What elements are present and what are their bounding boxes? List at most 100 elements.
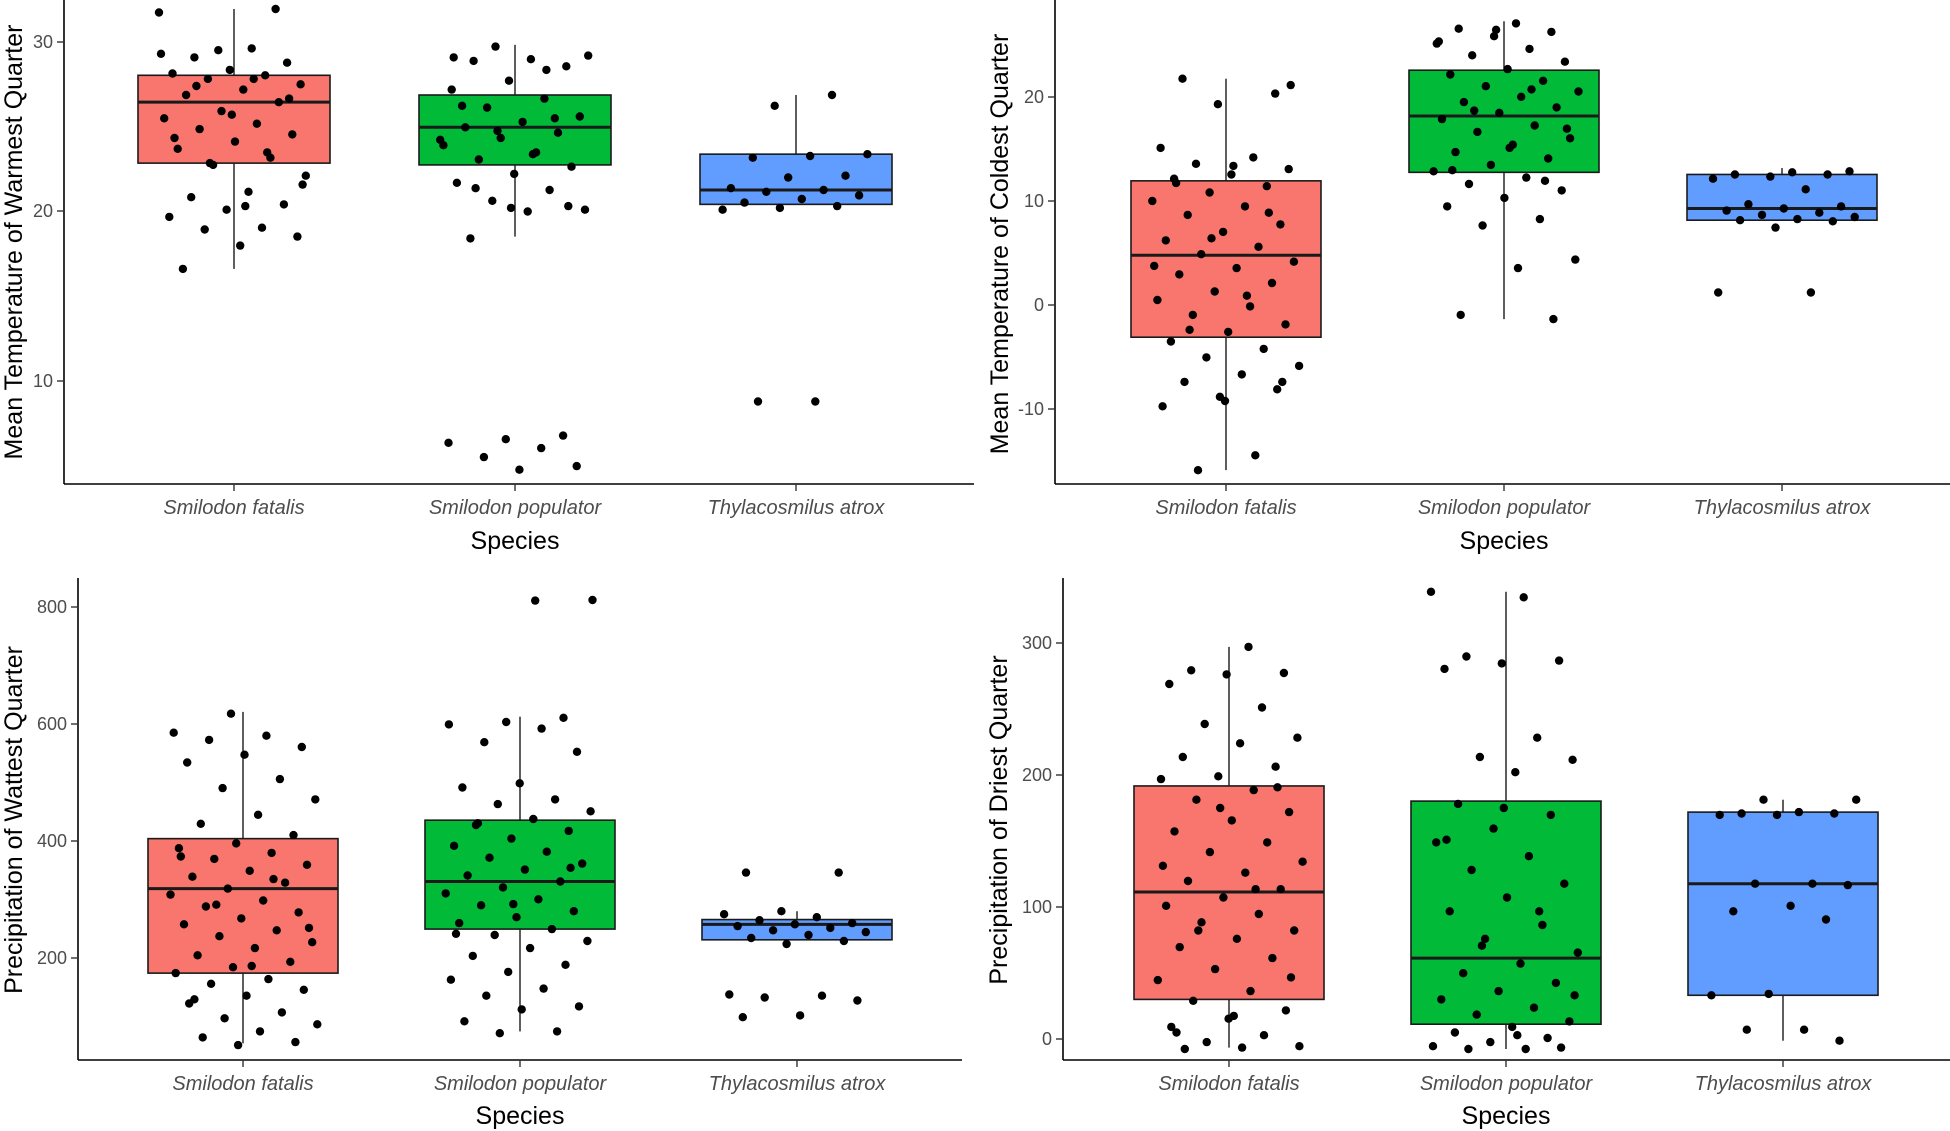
data-point [537,443,546,453]
data-point [1290,926,1299,935]
data-point [1544,154,1553,163]
data-point [1437,995,1446,1004]
data-point [1268,953,1277,963]
data-point [232,839,241,848]
data-point [1570,991,1579,1000]
data-point [1205,847,1215,857]
data-point [1276,885,1285,894]
data-point [1850,212,1859,222]
data-point [1557,186,1566,195]
data-point [1249,785,1258,795]
data-point [1161,901,1171,910]
box-marks [137,4,893,474]
data-point [1183,876,1193,886]
data-point [1511,768,1520,777]
data-point [768,926,778,935]
data-point [1286,80,1295,90]
data-point [205,158,215,168]
data-point [496,133,505,143]
x-category-label: Smilodon populator [1418,497,1592,519]
data-point [564,201,573,211]
data-point [249,74,258,84]
y-tick-label: 10 [1024,191,1044,211]
data-point [834,868,843,877]
data-point [1192,795,1201,804]
data-point [1486,1037,1495,1047]
data-point [1836,202,1846,211]
data-point [811,397,820,406]
data-point [449,841,459,850]
box [699,153,893,206]
data-point [1249,153,1258,162]
data-point [200,225,209,234]
data-point [1273,783,1282,792]
data-point [1494,986,1503,996]
data-point [1524,852,1534,861]
data-point [504,76,514,85]
data-point [1459,969,1468,978]
data-point [482,103,492,112]
data-point [1489,32,1499,41]
data-point [1730,170,1740,179]
data-point [1205,188,1214,197]
panel-wettest: 200 400 600 800 Smilodon fatalis Smilodo… [0,578,962,1130]
data-point [1516,959,1525,968]
data-point [1213,100,1223,109]
data-point [222,205,231,214]
data-point [1491,25,1501,34]
data-point [444,720,454,729]
data-point [1793,214,1802,224]
data-point [1450,1028,1460,1037]
data-point [1264,208,1274,217]
data-point [1786,901,1795,910]
data-point [517,1005,526,1014]
data-point [1500,193,1509,203]
data-point [1172,1028,1181,1037]
data-point [1191,159,1201,168]
x-category-label: Smilodon populator [1420,1073,1594,1095]
data-point [1530,121,1539,130]
data-point [263,148,272,157]
data-point [747,933,756,943]
data-point [1289,257,1299,266]
x-category-label: Smilodon populator [429,497,603,519]
data-point [1708,174,1718,183]
data-point [444,438,453,447]
data-point [777,907,786,916]
data-point [1801,185,1810,194]
data-point [1799,1025,1809,1034]
data-point [1235,739,1245,748]
data-point [578,859,587,868]
data-point [1284,164,1293,174]
data-point [304,923,314,933]
y-tick-label: 400 [37,831,67,851]
data-point [1443,202,1452,211]
data-point [169,728,178,737]
data-point [1574,87,1583,96]
data-point [1772,810,1782,820]
data-point [782,939,791,949]
data-point [1227,816,1237,825]
data-point [1229,161,1238,171]
data-point [247,44,256,53]
data-point [1477,941,1487,950]
data-point [1148,196,1157,206]
y-tick-label: 10 [33,371,53,391]
data-point [179,920,189,929]
data-point [1240,202,1250,211]
data-point [233,1040,243,1050]
data-point [262,731,271,740]
data-point [812,913,821,922]
data-point [1486,160,1496,170]
data-point [284,94,294,103]
data-point [558,431,568,440]
data-point [436,135,445,144]
data-point [460,1017,469,1026]
data-point [1257,703,1267,712]
data-point [250,943,260,953]
data-point [861,927,870,937]
data-point [1505,143,1514,153]
data-point [469,56,478,66]
data-point [247,961,256,971]
data-point [539,984,548,993]
